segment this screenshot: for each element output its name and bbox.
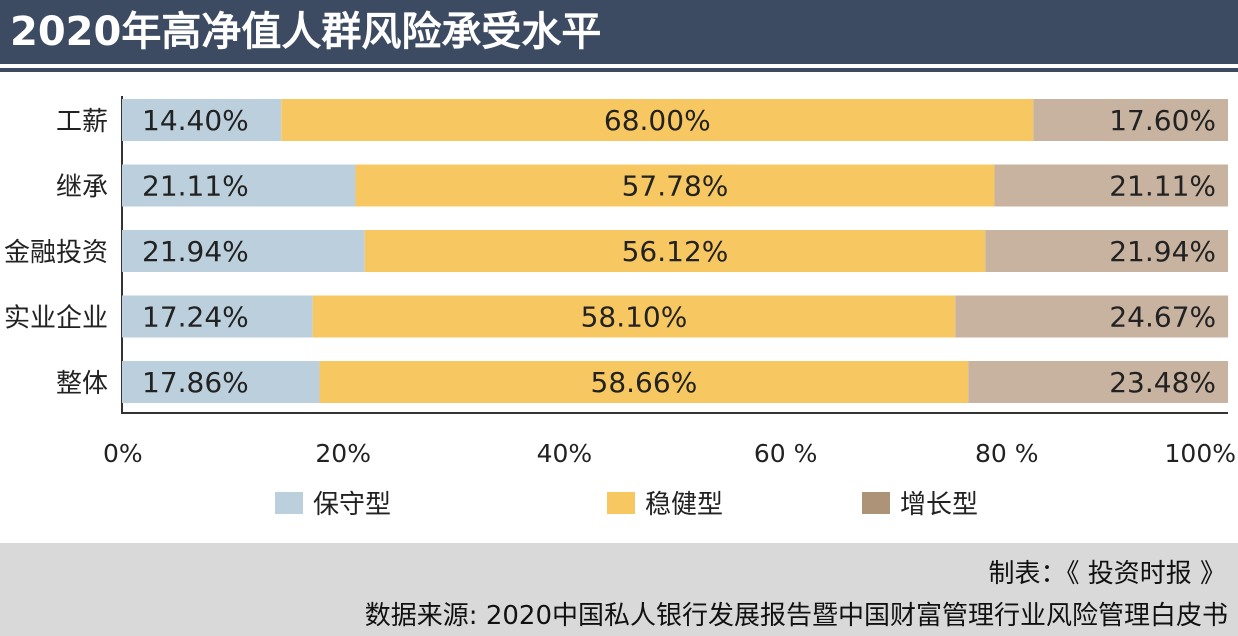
bar-segment [122, 361, 320, 403]
footer: 制表：《 投资时报 》 数据来源: 2020中国私人银行发展报告暨中国财富管理行… [0, 543, 1238, 636]
bar-value-label: 56.12% [622, 235, 729, 268]
legend-swatch [275, 492, 303, 514]
footer-source: 数据来源: 2020中国私人银行发展报告暨中国财富管理行业风险管理白皮书 [364, 601, 1228, 631]
bar-value-label: 58.66% [591, 366, 698, 399]
bar-segment [968, 361, 1228, 403]
x-tick-label: 60 % [754, 439, 818, 468]
bar-value-label: 21.94% [1109, 235, 1216, 268]
bar-value-label: 21.94% [142, 235, 249, 268]
bar-value-label: 58.10% [581, 301, 688, 334]
chart-title: 2020年高净值人群风险承受水平 [10, 9, 602, 55]
bar-segment [1033, 99, 1228, 141]
bar-value-label: 23.48% [1109, 366, 1216, 399]
bar-segment [281, 99, 1034, 141]
legend-label: 稳健型 [645, 490, 723, 520]
bar-segment [355, 164, 995, 207]
bar-value-label: 57.78% [622, 170, 729, 203]
category-label: 金融投资 [4, 238, 108, 268]
category-label: 整体 [56, 369, 108, 399]
legend-swatch [862, 492, 890, 514]
bar-segment [364, 230, 986, 272]
category-label: 继承 [56, 173, 108, 203]
bar-value-label: 24.67% [1109, 301, 1216, 334]
bar-value-label: 21.11% [142, 170, 249, 203]
x-tick-label: 80 % [975, 439, 1039, 468]
bar-value-label: 17.24% [142, 301, 249, 334]
bar-value-label: 17.86% [142, 366, 249, 399]
category-label: 工薪 [56, 107, 108, 137]
title-bar: 2020年高净值人群风险承受水平 [0, 0, 1238, 64]
title-rule [0, 68, 1238, 72]
bar-segment [319, 361, 969, 403]
bar-value-label: 21.11% [1109, 170, 1216, 203]
bar-segment [122, 295, 313, 338]
x-tick-label: 40% [537, 439, 593, 468]
bar-segment [122, 164, 356, 207]
bar-segment [985, 230, 1228, 272]
bar-value-label: 14.40% [142, 104, 249, 137]
category-label: 实业企业 [4, 304, 108, 334]
legend-label: 增长型 [900, 490, 978, 520]
bar-segment [122, 99, 282, 141]
stacked-bar-chart: 14.40% 68.00% 17.60% 工薪 21.11% 57.78% 21.11% 继承… [4, 96, 1236, 520]
bar-segment [994, 164, 1228, 207]
bar-value-label: 68.00% [604, 104, 711, 137]
bar-value-label: 17.60% [1109, 104, 1216, 137]
bar-segment [312, 295, 956, 338]
x-tick-label: 100% [1165, 439, 1236, 468]
footer-credit: 制表：《 投资时报 》 [988, 559, 1226, 589]
x-tick-label: 0% [103, 439, 143, 468]
bar-segment [955, 295, 1229, 338]
x-tick-label: 20% [315, 439, 371, 468]
bar-segment [122, 230, 365, 272]
legend-label: 保守型 [313, 490, 391, 520]
legend-swatch [607, 492, 635, 514]
